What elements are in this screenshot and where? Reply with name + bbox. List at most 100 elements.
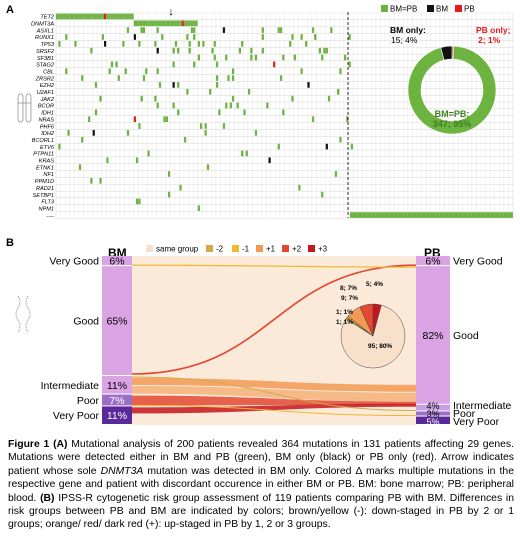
mutation-cell	[56, 13, 59, 20]
gene-label: PTPN11	[33, 152, 54, 158]
mutation-cell	[156, 20, 159, 27]
mutation-cell	[177, 109, 180, 116]
mutation-cell	[193, 61, 196, 68]
mutation-cell	[117, 13, 120, 20]
bm-group-label: Very Poor	[53, 410, 100, 422]
mutation-cell	[133, 116, 136, 122]
bm-node-poor	[102, 394, 132, 406]
pie-b-slice	[340, 304, 406, 369]
mutation-cell	[238, 47, 242, 54]
mutation-cell	[154, 41, 157, 47]
mutation-cell	[154, 95, 157, 102]
mutation-cell	[158, 20, 162, 27]
flow-minus-2-line	[131, 376, 417, 411]
legend-label-b: same group	[156, 245, 199, 254]
mutation-cell	[339, 136, 342, 143]
pb-group-label: Very Poor	[453, 416, 500, 428]
mutation-cell	[186, 34, 189, 40]
mutation-cell	[188, 47, 191, 54]
bm-node-good	[102, 266, 132, 375]
mutation-cell	[179, 184, 182, 191]
mutation-cell	[122, 13, 125, 20]
mutation-cell	[193, 27, 196, 33]
pb-group-label: Very Good	[453, 256, 503, 268]
bm-group-label: Poor	[77, 395, 100, 407]
legend-swatch-b	[256, 245, 263, 252]
bm-group-percent: 11%	[107, 380, 127, 392]
mutation-cell	[145, 20, 148, 27]
mutation-cell	[110, 13, 114, 20]
donut-chart-a	[407, 45, 497, 135]
mutation-cell	[165, 20, 168, 27]
legend-swatch-bm	[427, 5, 434, 12]
mutation-cell	[339, 68, 342, 75]
mutation-cell	[124, 68, 127, 75]
mutation-cell	[65, 34, 68, 40]
mutation-cell	[279, 27, 283, 33]
mutation-cell	[135, 198, 139, 205]
mutation-cell	[99, 178, 102, 184]
mutation-cell	[307, 82, 310, 88]
legend-label-bm-eq-pb: BM=PB	[390, 5, 417, 14]
legend-label-b: -2	[216, 245, 224, 254]
pb-group-label: Good	[453, 330, 479, 342]
donut-slice-bm-pb	[407, 45, 497, 135]
mutation-cell	[300, 34, 303, 40]
gene-label: IDH2	[41, 131, 55, 137]
mutation-cell	[103, 41, 107, 47]
mutation-cell	[115, 13, 118, 20]
legend-panel-a: BM=PB BM PB	[381, 5, 475, 14]
mutation-cell	[161, 34, 164, 40]
caption-a-text-2: mutation was detected in BM only. Colore…	[8, 465, 514, 504]
mutation-cell	[161, 20, 164, 27]
mutation-cell	[158, 82, 162, 88]
flow-plus-2	[132, 395, 416, 406]
mutation-cell	[241, 41, 244, 47]
caption-a-gene: DNMT3A	[100, 465, 144, 477]
mutation-cell	[167, 191, 171, 198]
mutation-cell	[231, 75, 235, 81]
gene-label: NF1	[43, 172, 54, 178]
mutation-cell	[129, 13, 132, 20]
legend-swatch-pb	[455, 5, 462, 12]
mutation-cell	[65, 68, 68, 75]
mutation-cell	[78, 164, 82, 170]
pb-group-label: Poor	[453, 408, 476, 420]
mutation-cell	[149, 20, 152, 27]
mutation-cell	[126, 130, 130, 136]
mutation-cell	[318, 47, 322, 54]
legend-swatch-bm-eq-pb	[381, 5, 388, 12]
gene-label: RAD21	[36, 186, 54, 192]
legend-swatch-b	[206, 245, 213, 252]
gene-label: NRAS	[38, 117, 54, 123]
mutation-cell	[213, 41, 216, 47]
mutation-cell	[135, 157, 139, 164]
flow-plus-1	[132, 377, 416, 392]
donut-label-pb-only: PB only;	[476, 25, 511, 35]
mutation-cell	[327, 95, 331, 102]
mutation-cell	[58, 41, 61, 47]
mutation-cell	[243, 109, 246, 116]
mutation-cell	[215, 75, 219, 81]
mutation-cell	[231, 68, 235, 75]
flow-minus-1-line	[131, 404, 417, 417]
mutation-cell	[106, 13, 109, 20]
gene-label: SETBP1	[33, 193, 54, 199]
mutation-cell	[62, 13, 66, 20]
mutation-cell	[108, 68, 111, 75]
legend-swatch-b	[308, 245, 315, 252]
mutation-cell	[140, 20, 143, 27]
legend-label-b: +1	[266, 245, 276, 254]
mutation-cell	[87, 13, 91, 20]
donut-value-bm-eq-pb: 347; 95%	[433, 119, 472, 129]
mutation-cell	[204, 123, 207, 129]
chromosome-icon	[17, 93, 32, 123]
gene-label: EZH2	[40, 83, 55, 89]
flow-plus-3	[132, 403, 416, 414]
chromosome-pair-icon	[15, 295, 31, 333]
gene-label: RUNX1	[35, 35, 54, 41]
pb-node-poor	[416, 411, 450, 416]
mutation-cell	[218, 109, 221, 116]
mutation-cell	[135, 20, 139, 27]
mutation-cell	[81, 13, 84, 20]
